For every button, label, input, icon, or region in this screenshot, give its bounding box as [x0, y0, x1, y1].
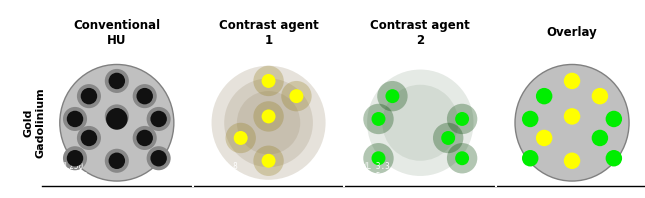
Circle shape	[447, 104, 477, 134]
Circle shape	[108, 152, 125, 169]
Circle shape	[281, 81, 312, 111]
Circle shape	[564, 73, 580, 89]
Circle shape	[146, 146, 171, 170]
Circle shape	[77, 84, 101, 108]
Circle shape	[372, 151, 386, 165]
Ellipse shape	[515, 65, 629, 181]
Circle shape	[253, 66, 284, 96]
Circle shape	[224, 78, 313, 167]
Circle shape	[137, 130, 153, 146]
Circle shape	[262, 74, 275, 88]
Circle shape	[81, 130, 97, 146]
Circle shape	[606, 150, 622, 167]
Circle shape	[104, 149, 129, 173]
Circle shape	[108, 108, 125, 125]
Circle shape	[212, 66, 326, 180]
Circle shape	[536, 130, 552, 146]
Circle shape	[262, 154, 275, 168]
Circle shape	[367, 69, 473, 176]
Circle shape	[104, 104, 129, 129]
Circle shape	[237, 91, 300, 154]
Circle shape	[441, 131, 455, 145]
Circle shape	[363, 143, 393, 173]
Circle shape	[290, 89, 303, 103]
Circle shape	[455, 151, 469, 165]
Circle shape	[226, 123, 256, 153]
Text: Contrast agent
2: Contrast agent 2	[370, 19, 470, 47]
Circle shape	[522, 111, 539, 127]
Text: Contrast agent
1: Contrast agent 1	[219, 19, 319, 47]
Circle shape	[133, 126, 157, 150]
Circle shape	[564, 108, 580, 125]
Circle shape	[150, 150, 167, 167]
Circle shape	[81, 88, 97, 104]
Text: WL 3.3
WW 5.7: WL 3.3 WW 5.7	[362, 162, 390, 181]
Circle shape	[606, 111, 622, 127]
Circle shape	[377, 81, 408, 111]
Circle shape	[233, 131, 248, 145]
Circle shape	[522, 150, 539, 167]
Circle shape	[104, 69, 129, 93]
Circle shape	[137, 88, 153, 104]
Circle shape	[63, 107, 87, 131]
Circle shape	[146, 107, 171, 131]
Circle shape	[433, 123, 463, 153]
Text: Overlay: Overlay	[547, 26, 597, 39]
Circle shape	[382, 85, 459, 161]
Text: Gold
Gadolinium: Gold Gadolinium	[24, 88, 45, 158]
Circle shape	[386, 89, 399, 103]
Circle shape	[363, 104, 393, 134]
Text: Conventional
HU: Conventional HU	[74, 19, 161, 47]
Circle shape	[262, 109, 275, 123]
Text: WL250
WW 300: WL250 WW 300	[60, 162, 88, 181]
Circle shape	[77, 126, 101, 150]
Circle shape	[591, 130, 608, 146]
Circle shape	[253, 101, 284, 132]
Circle shape	[63, 146, 87, 170]
Text: WL 3.8
WW 7.7: WL 3.8 WW 7.7	[210, 162, 238, 181]
Circle shape	[133, 84, 157, 108]
Circle shape	[106, 108, 128, 130]
Circle shape	[564, 152, 580, 169]
Circle shape	[253, 146, 284, 176]
Circle shape	[536, 88, 552, 104]
Ellipse shape	[60, 65, 174, 181]
Circle shape	[447, 143, 477, 173]
Circle shape	[372, 112, 386, 126]
Circle shape	[108, 73, 125, 89]
Circle shape	[67, 111, 83, 127]
Circle shape	[67, 150, 83, 167]
Circle shape	[455, 112, 469, 126]
Circle shape	[591, 88, 608, 104]
Circle shape	[150, 111, 167, 127]
